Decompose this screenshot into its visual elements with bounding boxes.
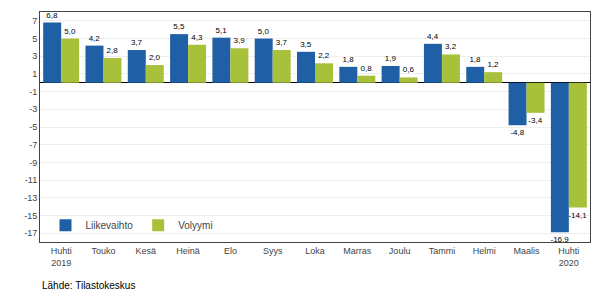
svg-text:-15: -15 [24, 211, 37, 221]
svg-text:-3,4: -3,4 [528, 116, 542, 125]
svg-text:3: 3 [32, 51, 37, 61]
svg-text:Maalis: Maalis [514, 246, 541, 256]
svg-text:5: 5 [32, 34, 37, 44]
svg-text:5,5: 5,5 [173, 22, 185, 31]
svg-text:3,7: 3,7 [131, 38, 143, 47]
svg-text:Joulu: Joulu [389, 246, 411, 256]
svg-text:6,8: 6,8 [46, 11, 58, 20]
svg-text:Kesä: Kesä [136, 246, 157, 256]
svg-text:Liikevaihto: Liikevaihto [86, 220, 134, 231]
svg-text:4,3: 4,3 [191, 33, 203, 42]
svg-text:-13: -13 [24, 193, 37, 203]
svg-text:2,2: 2,2 [318, 51, 330, 60]
svg-text:1,8: 1,8 [342, 55, 354, 64]
svg-text:Helmi: Helmi [473, 246, 496, 256]
svg-text:-16,9: -16,9 [550, 235, 569, 244]
svg-text:Loka: Loka [305, 246, 325, 256]
svg-text:2,8: 2,8 [107, 46, 119, 55]
svg-text:3,7: 3,7 [276, 38, 288, 47]
svg-text:2,0: 2,0 [149, 53, 161, 62]
svg-text:Marras: Marras [343, 246, 372, 256]
svg-text:Heinä: Heinä [176, 246, 200, 256]
svg-text:0,6: 0,6 [403, 65, 415, 74]
svg-text:Elo: Elo [224, 246, 237, 256]
svg-text:5,0: 5,0 [64, 27, 76, 36]
svg-text:1,2: 1,2 [487, 60, 499, 69]
svg-text:-11: -11 [25, 175, 37, 185]
svg-text:Volyymi: Volyymi [178, 220, 212, 231]
svg-text:1,9: 1,9 [385, 54, 397, 63]
svg-text:3,9: 3,9 [234, 36, 246, 45]
svg-text:3,5: 3,5 [300, 40, 312, 49]
svg-text:1: 1 [32, 69, 37, 79]
svg-text:-3: -3 [29, 104, 37, 114]
svg-text:-1: -1 [29, 87, 37, 97]
svg-text:-5: -5 [29, 122, 37, 132]
svg-text:Lähde: Tilastokeskus: Lähde: Tilastokeskus [42, 280, 135, 291]
svg-text:5,1: 5,1 [216, 26, 228, 35]
svg-text:4,4: 4,4 [427, 32, 439, 41]
svg-text:Touko: Touko [91, 246, 115, 256]
svg-text:-9: -9 [29, 158, 37, 168]
svg-text:3,2: 3,2 [445, 42, 457, 51]
svg-text:-17: -17 [24, 228, 37, 238]
svg-text:5,0: 5,0 [258, 27, 270, 36]
svg-text:Huhti2020: Huhti2020 [558, 246, 579, 268]
svg-text:0,8: 0,8 [360, 64, 372, 73]
svg-text:7: 7 [32, 16, 37, 26]
svg-text:1,8: 1,8 [469, 55, 481, 64]
svg-text:-7: -7 [29, 140, 37, 150]
svg-text:4,2: 4,2 [89, 34, 101, 43]
svg-text:-14,1: -14,1 [568, 211, 587, 220]
svg-text:-4,8: -4,8 [510, 128, 524, 137]
svg-text:Huhti2019: Huhti2019 [51, 246, 72, 268]
svg-text:Tammi: Tammi [429, 246, 456, 256]
svg-text:Syys: Syys [263, 246, 283, 256]
